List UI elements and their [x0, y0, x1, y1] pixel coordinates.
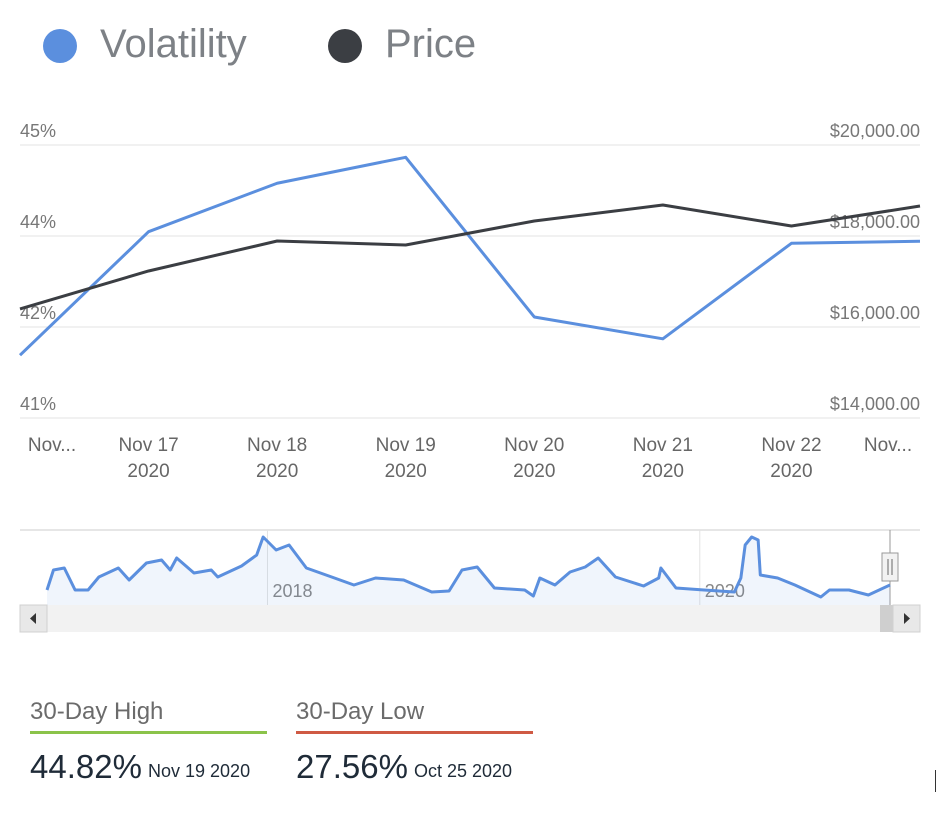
legend-label: Price	[385, 22, 477, 66]
navigator-line	[45, 535, 891, 599]
y2-tick-label: $14,000.00	[830, 394, 920, 414]
y-tick-label: 42%	[20, 303, 56, 323]
navigator-area	[47, 537, 890, 605]
navigator-tick-label: 2018	[272, 581, 312, 601]
series-line	[18, 155, 921, 357]
scroll-left-arrow	[30, 613, 36, 624]
y2-tick-label: $18,000.00	[830, 212, 920, 232]
legend-marker	[43, 29, 77, 63]
y-tick-label: 44%	[20, 212, 56, 232]
text-cursor	[935, 770, 936, 792]
y-tick-label: 45%	[20, 121, 56, 141]
legend-label: Volatility	[100, 22, 247, 66]
x-tick-label: Nov 19 2020	[375, 435, 436, 482]
stat-date: Oct 25 2020	[414, 761, 513, 781]
scroll-right-arrow	[904, 613, 910, 624]
x-tick-label: Nov 20 2020	[504, 435, 565, 482]
legend-marker	[328, 29, 362, 63]
stat-rule	[296, 731, 533, 734]
stat-value: 44.82%	[30, 748, 142, 785]
x-tick-label: Nov...	[863, 435, 913, 456]
navigator-handle[interactable]	[881, 552, 899, 582]
stat-label: 30-Day Low	[296, 698, 425, 725]
series-line	[19, 203, 921, 311]
stat-rule	[30, 731, 267, 734]
x-tick-label: Nov 21 2020	[632, 435, 693, 482]
y2-tick-label: $16,000.00	[830, 303, 920, 323]
stat-value: 27.56%	[296, 748, 408, 785]
stat-date: Nov 19 2020	[148, 761, 251, 781]
y-tick-label: 41%	[20, 394, 56, 414]
x-tick-label: Nov 22 2020	[761, 435, 822, 482]
scrollbar-track[interactable]	[20, 605, 920, 632]
y2-tick-label: $20,000.00	[830, 121, 920, 141]
x-tick-label: Nov 18 2020	[247, 435, 308, 482]
x-tick-label: Nov 17 2020	[118, 435, 179, 482]
stat-label: 30-Day High	[30, 698, 164, 725]
scrollbar-thumb[interactable]	[880, 605, 893, 632]
x-tick-label: Nov...	[27, 435, 77, 456]
